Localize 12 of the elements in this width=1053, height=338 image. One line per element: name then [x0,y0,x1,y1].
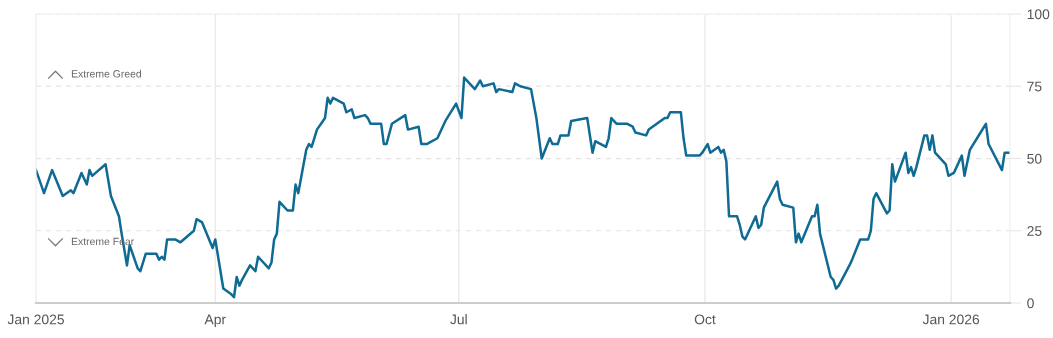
x-tick-label: Jan 2026 [922,314,980,325]
x-tick-label: Jan 2025 [7,314,64,325]
x-tick-label: Jul [450,314,467,325]
x-tick-label: Apr [204,314,226,328]
line-series [36,76,1010,299]
y-tick-label: 0 [1027,298,1034,309]
y-tick-label: 50 [1027,153,1042,164]
y-tick-label: 75 [1027,81,1042,92]
annotation: Extreme Greed [71,69,142,78]
y-tick-label: 100 [1027,9,1050,20]
x-tick-label: Oct [694,314,716,325]
y-tick-label: 25 [1027,226,1042,236]
